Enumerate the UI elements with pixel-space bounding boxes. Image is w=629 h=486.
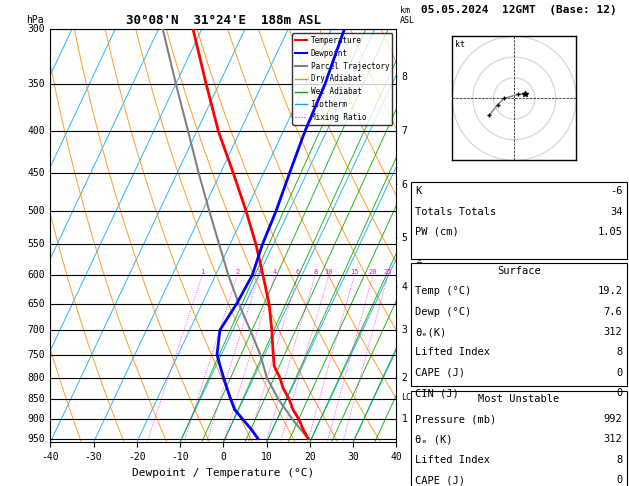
Text: 700: 700 [28,325,45,335]
Text: 19.2: 19.2 [598,286,623,296]
Text: 34: 34 [610,207,623,217]
Text: Lifted Index: Lifted Index [416,347,491,358]
Text: CAPE (J): CAPE (J) [416,368,465,378]
Text: 800: 800 [28,372,45,382]
Text: 850: 850 [28,394,45,404]
Text: 1: 1 [200,269,204,276]
Text: 5: 5 [401,233,408,243]
Text: 2: 2 [235,269,240,276]
Text: 900: 900 [28,415,45,424]
Text: 3: 3 [401,325,408,335]
Text: 10: 10 [325,269,333,276]
Text: Pressure (mb): Pressure (mb) [416,414,497,424]
Text: 750: 750 [28,349,45,360]
Text: CAPE (J): CAPE (J) [416,475,465,486]
Text: 0: 0 [616,388,623,399]
Text: θₑ (K): θₑ (K) [416,434,453,445]
Text: 650: 650 [28,299,45,309]
Text: Totals Totals: Totals Totals [416,207,497,217]
Text: Lifted Index: Lifted Index [416,455,491,465]
Text: hPa: hPa [26,15,44,25]
Text: Temp (°C): Temp (°C) [416,286,472,296]
Text: 312: 312 [604,327,623,337]
Text: 3: 3 [257,269,261,276]
Text: 0: 0 [616,368,623,378]
Text: CIN (J): CIN (J) [416,388,459,399]
Text: 8: 8 [616,455,623,465]
Text: Mixing Ratio (g/kg): Mixing Ratio (g/kg) [416,185,425,287]
Text: 500: 500 [28,206,45,216]
Text: 6: 6 [401,180,408,190]
Title: 30°08'N  31°24'E  188m ASL: 30°08'N 31°24'E 188m ASL [126,14,321,27]
Legend: Temperature, Dewpoint, Parcel Trajectory, Dry Adiabat, Wet Adiabat, Isotherm, Mi: Temperature, Dewpoint, Parcel Trajectory… [292,33,392,125]
Text: 8: 8 [313,269,318,276]
Text: kt: kt [455,40,465,49]
Text: 4: 4 [401,282,408,292]
X-axis label: Dewpoint / Temperature (°C): Dewpoint / Temperature (°C) [132,468,314,478]
Text: 600: 600 [28,270,45,280]
Text: LCL: LCL [401,393,416,402]
Text: km
ASL: km ASL [400,6,415,25]
Text: PW (cm): PW (cm) [416,227,459,237]
Text: 950: 950 [28,434,45,444]
Text: θₑ(K): θₑ(K) [416,327,447,337]
Text: 992: 992 [604,414,623,424]
Text: 7.6: 7.6 [604,307,623,317]
Text: 7: 7 [401,126,408,137]
Text: Dewp (°C): Dewp (°C) [416,307,472,317]
Text: 8: 8 [401,72,408,82]
Text: 6: 6 [296,269,300,276]
Text: 400: 400 [28,126,45,137]
Text: 312: 312 [604,434,623,445]
Text: K: K [416,186,421,196]
Text: Surface: Surface [497,266,541,276]
Text: Most Unstable: Most Unstable [478,394,560,404]
Text: 05.05.2024  12GMT  (Base: 12): 05.05.2024 12GMT (Base: 12) [421,5,617,15]
Bar [411,391,626,486]
Bar [411,263,626,386]
Text: 550: 550 [28,240,45,249]
Bar [411,182,626,259]
Text: 1: 1 [401,415,408,424]
Text: 25: 25 [384,269,392,276]
Text: 300: 300 [28,24,45,34]
Text: -6: -6 [610,186,623,196]
Text: 15: 15 [350,269,359,276]
Text: 4: 4 [273,269,277,276]
Text: 450: 450 [28,168,45,178]
Text: 0: 0 [616,475,623,486]
Text: 2: 2 [401,372,408,382]
Text: 1.05: 1.05 [598,227,623,237]
Text: 350: 350 [28,79,45,89]
Text: 20: 20 [369,269,377,276]
Text: 8: 8 [616,347,623,358]
